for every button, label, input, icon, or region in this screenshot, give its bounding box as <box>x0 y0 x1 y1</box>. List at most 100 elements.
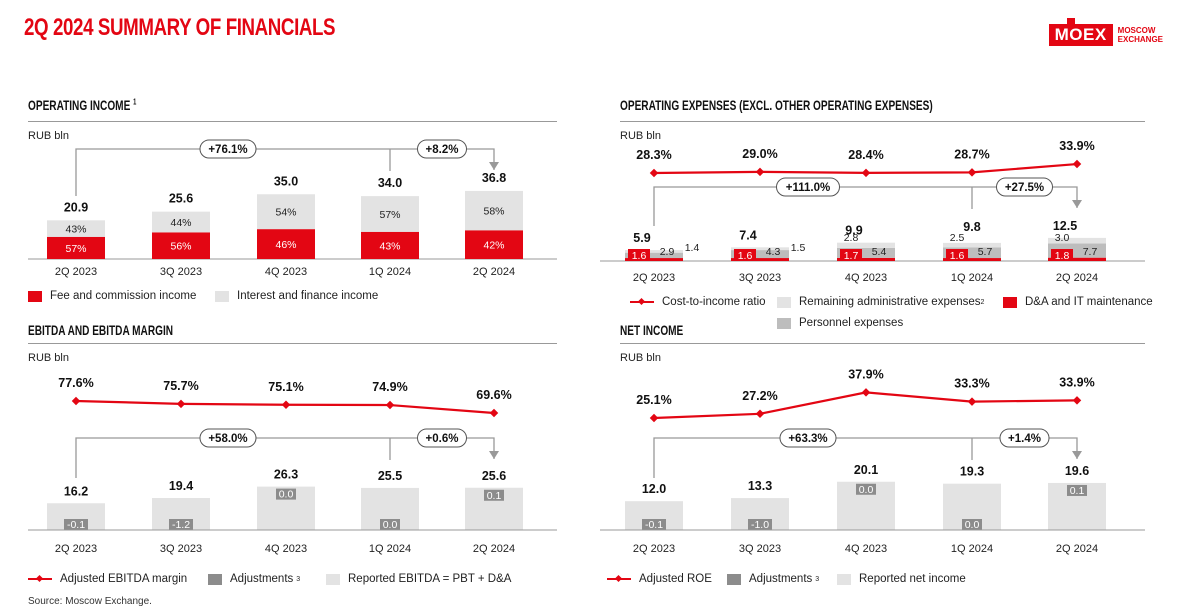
legend-line-swatch <box>607 574 631 584</box>
ni-line-label: 33.3% <box>954 377 989 391</box>
legend-line-swatch <box>630 297 654 307</box>
oe-yoy-label: +111.0% <box>786 182 830 194</box>
legend-swatch-mid <box>777 317 791 329</box>
oe-da-it-label: 1.6 <box>950 250 965 262</box>
oi-total-label: 25.6 <box>169 192 193 206</box>
ni-line-label: 33.9% <box>1059 375 1094 389</box>
ni-category-label: 2Q 2024 <box>1056 543 1098 555</box>
ni-line-marker <box>755 409 765 419</box>
eb-adjustment-box <box>64 519 88 530</box>
oi-interest-bar <box>47 220 105 237</box>
oe-personnel-bar <box>625 252 683 259</box>
operating-expenses-title: OPERATING EXPENSES (EXCL. OTHER OPERATIN… <box>620 97 933 113</box>
oe-remaining-admin-label: 1.5 <box>791 242 806 254</box>
ni-line-marker <box>649 413 659 423</box>
operating-income-title-sup: 1 <box>133 97 137 107</box>
oe-da-it-bar <box>943 258 1001 261</box>
eb-adjustment-label: -0.1 <box>67 519 85 531</box>
ni-category-label: 3Q 2023 <box>739 543 781 555</box>
oi-interest-bar <box>152 211 210 233</box>
oe-da-it-label-box <box>628 249 650 261</box>
eb-total-label: 25.5 <box>378 469 402 483</box>
legend-personnel-label: Personnel expenses <box>799 317 904 329</box>
eb-total-label: 19.4 <box>169 479 193 493</box>
oe-da-it-label-box <box>840 249 862 261</box>
ni-adjustment-box <box>962 519 982 530</box>
legend-ebitda-adjustments: Adjustments 3 <box>208 573 300 585</box>
oi-fee-share-label: 42% <box>483 240 504 252</box>
oe-total-label: 9.8 <box>963 220 980 234</box>
operating-expenses-unit: RUB bln <box>620 130 661 142</box>
oe-line-label: 28.3% <box>636 148 671 162</box>
eb-total-label: 16.2 <box>64 484 88 498</box>
oi-fee-share-label: 56% <box>170 241 191 253</box>
oe-category-label: 2Q 2023 <box>633 272 675 284</box>
legend-cost-to-income: Cost-to-income ratio <box>630 296 766 308</box>
ni-adjustment-label: 0.0 <box>965 519 980 531</box>
legend-interest-income-label: Interest and finance income <box>237 290 379 302</box>
oi-qoq-label: +8.2% <box>426 144 459 156</box>
eb-line-marker <box>281 400 291 409</box>
ni-adjustment-box <box>856 483 876 495</box>
oi-interest-bar <box>465 190 523 231</box>
oe-remaining-admin-bar <box>943 242 1001 248</box>
legend-ebitda-adjustments-sup: 3 <box>296 575 301 583</box>
oi-total-label: 34.0 <box>378 176 402 190</box>
legend-reported-net-income: Reported net income <box>837 573 966 585</box>
oe-personnel-label: 7.7 <box>1083 246 1098 258</box>
eb-line-marker <box>489 408 499 418</box>
eb-yoy-label: +58.0% <box>208 433 247 445</box>
legend-swatch-light <box>837 573 851 585</box>
operating-expenses-rule <box>620 121 1145 122</box>
ni-line-marker <box>967 397 977 406</box>
ni-yoy-bracket <box>653 437 1078 478</box>
oe-category-label: 2Q 2024 <box>1056 272 1098 284</box>
legend-ebitda-margin: Adjusted EBITDA margin <box>28 573 187 585</box>
eb-adjustment-box <box>276 488 296 500</box>
oe-line-label: 28.7% <box>954 147 989 161</box>
moex-logo: MOEX MOSCOW EXCHANGE <box>1048 18 1163 46</box>
ni-adjustment-box <box>748 519 772 530</box>
ebitda-unit: RUB bln <box>28 352 69 364</box>
eb-qoq-pill <box>417 428 467 448</box>
eb-category-label: 2Q 2023 <box>55 543 97 555</box>
legend-remaining-admin-label: Remaining administrative expenses <box>799 296 981 308</box>
eb-line-label: 74.9% <box>372 380 407 394</box>
ebitda-title: EBITDA AND EBITDA MARGIN <box>28 322 174 338</box>
legend-personnel: Personnel expenses <box>777 317 903 329</box>
net-income-rule <box>620 343 1145 344</box>
legend-da-it-label: D&A and IT maintenance <box>1025 296 1153 308</box>
legend-swatch-dark <box>727 573 741 585</box>
oi-fee-bar <box>465 230 523 259</box>
oi-interest-share-label: 58% <box>483 206 504 218</box>
net-income-unit: RUB bln <box>620 352 661 364</box>
legend-swatch-red <box>1003 296 1017 308</box>
ni-total-label: 13.3 <box>748 479 772 493</box>
oe-remaining-admin-bar <box>1048 237 1106 244</box>
legend-fee-income-label: Fee and commission income <box>50 290 197 302</box>
oe-arrow-head <box>1072 200 1082 208</box>
oe-remaining-admin-bar <box>731 247 789 251</box>
eb-arrow-head <box>489 451 499 459</box>
oi-fee-share-label: 57% <box>65 243 86 255</box>
oe-total-label: 12.5 <box>1053 219 1077 233</box>
oi-interest-share-label: 57% <box>379 209 400 221</box>
oe-yoy-pill <box>776 177 840 197</box>
oe-da-it-bar <box>731 258 789 261</box>
ni-line-marker <box>1072 396 1082 405</box>
oi-total-label: 20.9 <box>64 200 88 214</box>
oe-qoq-pill <box>996 177 1053 197</box>
ni-total-label: 12.0 <box>642 482 666 496</box>
oi-fee-bar <box>47 236 105 259</box>
oi-interest-bar <box>257 194 315 230</box>
ni-adjustment-box <box>1067 484 1087 496</box>
oe-remaining-admin-bar <box>625 250 683 253</box>
oe-total-label: 5.9 <box>633 231 650 245</box>
ni-adjustment-label: -0.1 <box>645 519 663 531</box>
oe-da-it-label-box <box>1051 249 1073 261</box>
oe-da-it-bar <box>1048 257 1106 261</box>
oe-category-label: 1Q 2024 <box>951 272 993 284</box>
eb-yoy-bracket <box>75 437 495 478</box>
oi-qoq-pill <box>417 139 467 159</box>
oi-fee-bar <box>152 232 210 259</box>
